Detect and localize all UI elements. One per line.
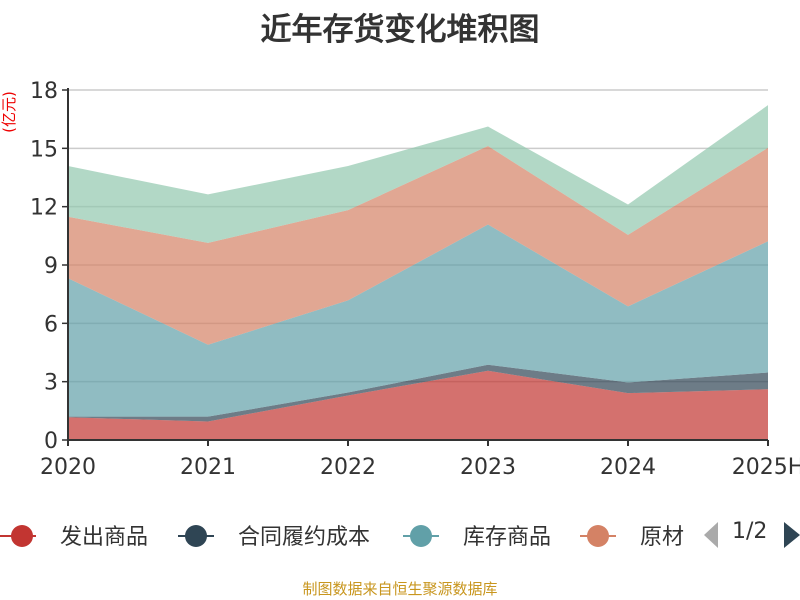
source-footer: 制图数据来自恒生聚源数据库: [302, 580, 498, 598]
area-series-3: [68, 146, 768, 345]
x-tick-label: 2020: [40, 455, 96, 480]
legend-page-indicator: 1/2: [732, 519, 768, 544]
area-series-1: [68, 364, 768, 422]
y-axis-label: (亿元): [0, 91, 18, 133]
legend-pager: 1/2: [700, 518, 800, 552]
y-tick-label: 12: [30, 196, 58, 221]
legend-marker-icon: [580, 525, 616, 547]
legend-marker-icon: [178, 525, 214, 547]
legend-prev-arrow-icon[interactable]: [702, 518, 722, 552]
area-series-2: [68, 224, 768, 417]
legend-marker-icon: [403, 525, 439, 547]
x-tick-label: 2022: [320, 455, 376, 480]
x-tick-label: 2021: [180, 455, 236, 480]
x-tick-label: 2025H: [732, 455, 800, 480]
series-areas: [68, 105, 768, 440]
legend-next-arrow-icon[interactable]: [782, 518, 800, 552]
stacked-area-chart: 0 3 6 9 12 15 18 2020 2021 2022 2023 2024 2025H (亿元): [0, 79, 800, 480]
y-tick-label: 0: [44, 429, 58, 454]
y-tick-label: 6: [44, 312, 58, 337]
area-series-4: [68, 105, 768, 243]
area-series-0: [68, 370, 768, 440]
y-tick-label: 18: [30, 79, 58, 104]
x-tick-label: 2024: [600, 455, 656, 480]
legend-label: 原材料: [640, 525, 684, 550]
x-tick-label: 2023: [460, 455, 516, 480]
legend-label: 库存商品: [463, 525, 552, 550]
y-tick-label: 15: [30, 137, 58, 162]
y-tick-label: 3: [44, 371, 58, 396]
legend: 发出商品 合同履约成本 库存商品 原材料: [0, 515, 684, 555]
legend-label: 发出商品: [60, 525, 149, 550]
legend-label: 合同履约成本: [238, 525, 371, 550]
chart-title: 近年存货变化堆积图: [260, 12, 540, 48]
legend-marker-icon: [0, 525, 36, 547]
axes: 0 3 6 9 12 15 18 2020 2021 2022 2023 2024 2025H: [30, 79, 800, 480]
y-tick-label: 9: [44, 254, 58, 279]
